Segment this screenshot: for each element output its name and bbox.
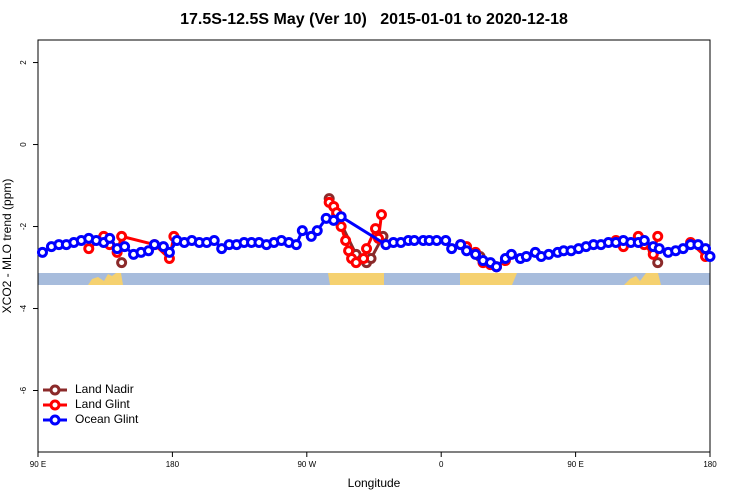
y-tick-label: 2 bbox=[19, 60, 28, 65]
point bbox=[335, 221, 347, 233]
point bbox=[148, 239, 160, 251]
x-tick-label: 0 bbox=[439, 460, 444, 469]
point bbox=[652, 257, 664, 269]
point bbox=[143, 245, 155, 257]
point bbox=[440, 234, 452, 246]
point bbox=[490, 261, 502, 273]
point bbox=[290, 239, 302, 251]
point bbox=[83, 243, 95, 255]
point bbox=[335, 211, 347, 223]
x-tick-label: 180 bbox=[703, 460, 717, 469]
legend-label: Ocean Glint bbox=[75, 412, 139, 426]
legend-label: Land Glint bbox=[75, 397, 130, 411]
point bbox=[116, 230, 128, 242]
point bbox=[455, 239, 467, 251]
land-region bbox=[328, 273, 384, 285]
y-tick-label: -6 bbox=[19, 386, 28, 394]
point bbox=[470, 248, 482, 260]
series-line bbox=[87, 201, 707, 269]
point bbox=[36, 246, 48, 258]
point bbox=[311, 225, 323, 237]
point bbox=[446, 243, 458, 255]
point bbox=[104, 232, 116, 244]
point bbox=[358, 253, 370, 265]
chart-title: 17.5S-12.5S May (Ver 10) 2015-01-01 to 2… bbox=[180, 11, 568, 28]
point bbox=[208, 234, 220, 246]
legend-marker bbox=[49, 384, 61, 396]
point bbox=[119, 241, 131, 253]
x-axis-label: Longitude bbox=[348, 476, 401, 490]
x-tick-label: 90 E bbox=[567, 460, 583, 469]
y-axis-label: XCO2 - MLO trend (ppm) bbox=[0, 179, 14, 314]
y-tick-label: -2 bbox=[19, 222, 28, 230]
point bbox=[505, 248, 517, 260]
point bbox=[704, 250, 716, 262]
point bbox=[163, 246, 175, 258]
point bbox=[431, 234, 443, 246]
point bbox=[461, 245, 473, 257]
x-tick-label: 90 W bbox=[297, 460, 316, 469]
point bbox=[361, 243, 373, 255]
point bbox=[638, 234, 650, 246]
land-region bbox=[88, 273, 123, 285]
legend-label: Land Nadir bbox=[75, 382, 134, 396]
point bbox=[369, 223, 381, 235]
point bbox=[520, 250, 532, 262]
point bbox=[375, 209, 387, 221]
x-tick-label: 90 E bbox=[30, 460, 46, 469]
legend-marker bbox=[49, 399, 61, 411]
point bbox=[700, 243, 712, 255]
point bbox=[653, 243, 665, 255]
point bbox=[116, 257, 128, 269]
point bbox=[408, 234, 420, 246]
land-region bbox=[460, 273, 517, 285]
y-tick-label: -4 bbox=[19, 304, 28, 312]
y-tick-label: 0 bbox=[19, 142, 28, 147]
land-region bbox=[624, 273, 661, 285]
x-tick-label: 180 bbox=[166, 460, 180, 469]
point bbox=[296, 225, 308, 237]
land-mask bbox=[38, 273, 710, 285]
point bbox=[652, 230, 664, 242]
point bbox=[340, 234, 352, 246]
legend-marker bbox=[49, 414, 61, 426]
point bbox=[543, 248, 555, 260]
